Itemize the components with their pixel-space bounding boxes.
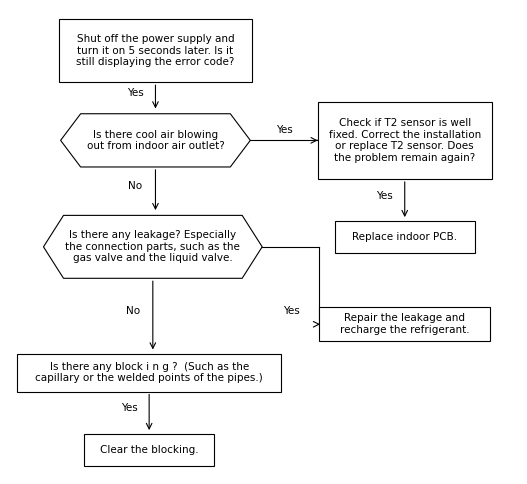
Bar: [17, 354, 281, 392]
Text: Yes: Yes: [376, 191, 393, 201]
Bar: [335, 222, 474, 253]
Text: Yes: Yes: [276, 125, 292, 135]
Polygon shape: [43, 215, 262, 278]
Text: No: No: [129, 182, 142, 191]
Text: Yes: Yes: [284, 306, 300, 316]
Text: Clear the blocking.: Clear the blocking.: [100, 445, 199, 455]
Polygon shape: [61, 114, 250, 167]
Text: Check if T2 sensor is well
fixed. Correct the installation
or replace T2 sensor.: Check if T2 sensor is well fixed. Correc…: [329, 118, 481, 163]
Bar: [319, 307, 491, 341]
Text: Yes: Yes: [121, 403, 138, 413]
Text: Yes: Yes: [127, 88, 144, 98]
Bar: [84, 435, 214, 466]
Text: Replace indoor PCB.: Replace indoor PCB.: [352, 232, 457, 242]
Bar: [59, 19, 252, 82]
Text: Is there cool air blowing
out from indoor air outlet?: Is there cool air blowing out from indoo…: [86, 130, 225, 151]
Text: Shut off the power supply and
turn it on 5 seconds later. Is it
still displaying: Shut off the power supply and turn it on…: [76, 34, 235, 67]
Bar: [318, 102, 492, 179]
Text: Is there any block i n g ?  (Such as the
capillary or the welded points of the p: Is there any block i n g ? (Such as the …: [35, 362, 263, 383]
Text: Is there any leakage? Especially
the connection parts, such as the
gas valve and: Is there any leakage? Especially the con…: [65, 230, 240, 263]
Text: No: No: [126, 306, 140, 316]
Text: Repair the leakage and
recharge the refrigerant.: Repair the leakage and recharge the refr…: [340, 314, 470, 335]
